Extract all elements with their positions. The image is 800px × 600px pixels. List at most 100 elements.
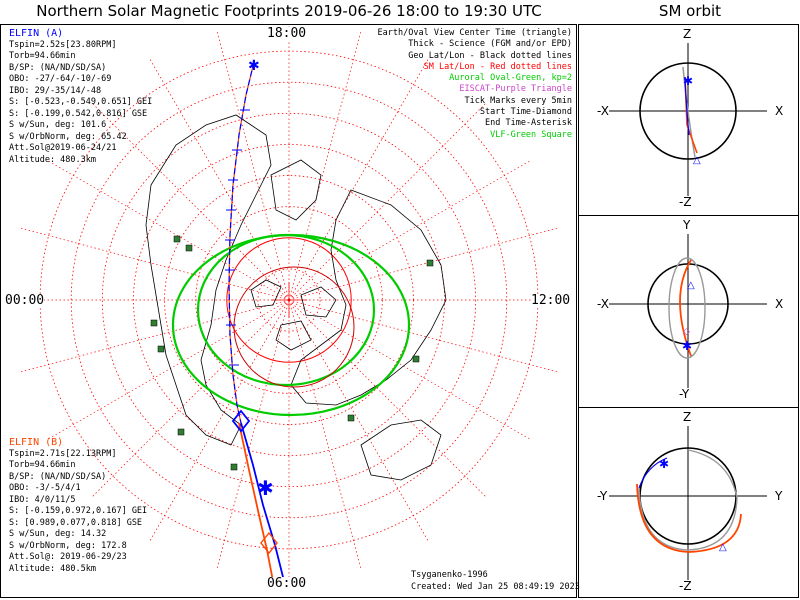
sm-meridian [288, 101, 488, 301]
elfin-a-track-north [228, 61, 255, 424]
elfin-b-line: S: [-0.159,0.972,0.167] GEI [9, 506, 148, 516]
clock-label-left: 00:00 [5, 293, 45, 308]
eurasia-outline [290, 189, 447, 406]
sm-meridian [288, 227, 560, 301]
sm-panel-yz: ✱ △ Z -Z -Y Y [578, 407, 799, 598]
elfin-a-line: S w/Sun, deg: 101.6 [9, 120, 107, 130]
elfin-a-end-asterisk: ✱ [257, 476, 274, 500]
axis-label-top-yz: Z [683, 410, 692, 424]
sm-meridian [90, 101, 290, 301]
sm-meridian [46, 159, 290, 301]
legend-entry: Geo Lat/Lon - Black dotted lines [408, 50, 572, 61]
clock-label-right: 12:00 [531, 293, 571, 308]
elfin-b-track-south [238, 422, 274, 582]
end-asterisk-xz: ✱ [683, 74, 693, 88]
sm-plot-xz: ✱ △ [609, 43, 767, 197]
legend-entry: Start Time-Diamond [479, 107, 572, 118]
axis-label-top-xz: Z [683, 27, 692, 41]
sm-meridian [90, 299, 290, 499]
legend-entry: VLF-Green Square [490, 129, 572, 140]
elfin-a-line: S: [-0.523,-0.549,0.651] GEI [9, 97, 153, 107]
elfin-b-line: Tspin=2.71s[22.13RPM] [9, 448, 117, 459]
elfin-a-start-diamond [231, 409, 251, 433]
end-asterisk-xy: ✱ [682, 339, 692, 353]
sm-meridian [18, 299, 290, 373]
earth-outline [639, 62, 737, 160]
vlf-station-marker [185, 244, 193, 252]
vlf-station-marker [157, 345, 165, 353]
legend-entry: Earth/Oval View Center Time (triangle) [377, 28, 572, 38]
legend-entry: EISCAT-Purple Triangle [459, 84, 572, 95]
start-triangle-xz: △ [693, 155, 701, 166]
sm-meridian [46, 299, 290, 441]
vlf-station-marker [177, 428, 185, 436]
vlf-station-marker [412, 355, 420, 363]
axis-label-left-xy: -X [597, 297, 609, 311]
vlf-station-marker [426, 259, 434, 267]
credits: Tsyganenko-1996 Created: Wed Jan 25 08:4… [411, 570, 580, 593]
sm-lat-circle [70, 81, 508, 519]
elfin-b-line: Att.Sol@: 2019-06-29/23 [9, 552, 127, 562]
legend-entry: Thick - Science (FGM and/or EPD) [408, 39, 572, 50]
legend-entry: SM Lat/Lon - Red dotted lines [423, 61, 572, 72]
legend-entry: Auroral Oval-Green, kp=2 [449, 73, 572, 84]
sm-lat-circle [101, 112, 477, 488]
elfin-b-label: ELFIN (B) [9, 437, 64, 448]
axis-label-right-xz: X [775, 104, 784, 118]
asia-east-outline [360, 419, 442, 481]
elfin-a-line: S w/OrbNorm, deg: 65.42 [9, 131, 127, 142]
elfin-a-line: IBO: 29/-35/14/-48 [9, 85, 102, 96]
sm-meridian [216, 299, 290, 571]
sm-meridian [288, 159, 532, 301]
credits-created: Created: Wed Jan 25 08:49:19 2023 [411, 581, 580, 592]
footprint-map-panel: ✱ ✱ 18:00 00:00 12:00 06:00 ELFIN (A) Tsp… [0, 24, 580, 598]
axis-label-right-xy: X [775, 297, 784, 311]
diamond-xy: ◇ [683, 327, 690, 337]
axis-label-bottom-xy: -Y [679, 387, 690, 401]
elfin-b-line: B/SP: (NA/ND/SD/SA) [9, 471, 107, 482]
track-a-yz [638, 457, 668, 489]
vlf-station-marker [347, 414, 355, 422]
arctic-islands-outline [250, 279, 337, 351]
sm-60deg-ring [233, 266, 355, 388]
legend-entry: End Time-Asterisk [485, 118, 572, 129]
sm-plot-xy: ✱ △ ◇ [609, 234, 767, 388]
elfin-b-start-diamond [260, 531, 278, 555]
elfin-a-line: Tspin=2.52s[23.80RPM] [9, 39, 117, 50]
orbit-a-xy [668, 257, 706, 359]
sm-lat-circle [133, 144, 445, 456]
axis-label-right-yz: Y [775, 489, 783, 503]
elfin-b-line: Torb=94.66min [9, 460, 76, 470]
elfin-a-line: S: [-0.199,0.542,0.816] GSE [9, 108, 148, 119]
sm-meridian [288, 299, 488, 499]
vlf-stations [150, 235, 434, 471]
elfin-a-track-south [240, 422, 285, 582]
elfin-b-line: S: [0.989,0.077,0.818] GSE [9, 517, 143, 528]
elfin-b-line: S w/Sun, deg: 14.32 [9, 529, 107, 539]
elfin-a-line: B/SP: (NA/ND/SD/SA) [9, 62, 107, 73]
elfin-a-line: Att.Sol@2019-06-24/21 [9, 143, 117, 153]
sm-meridian [216, 29, 290, 301]
elfin-a-info: ELFIN (A) Tspin=2.52s[23.80RPM] Torb=94.6… [9, 28, 152, 166]
satellite-tracks: ✱✱ [225, 58, 285, 582]
elfin-b-line: IBO: 4/0/11/5 [9, 494, 76, 505]
main-title: Northern Solar Magnetic Footprints 2019-… [36, 2, 542, 20]
auroral-oval-inner [196, 233, 376, 387]
elfin-a-line: OBO: -27/-64/-10/-69 [9, 74, 112, 84]
elfin-b-line: OBO: -3/-5/4/1 [9, 483, 81, 493]
sm-meridian [288, 29, 362, 301]
orbit-a-yz [638, 449, 738, 551]
start-triangle-xy: △ [687, 280, 695, 291]
sm-meridian [288, 299, 560, 373]
orbit-b-xy [679, 259, 692, 357]
legend-entry: Tick Marks every 5min [464, 95, 572, 106]
elfin-b-details: Tspin=2.71s[22.13RPM] Torb=94.66min B/SP: … [9, 449, 147, 576]
start-triangle-yz: △ [719, 542, 727, 553]
elfin-a-top-asterisk: ✱ [248, 58, 260, 74]
end-asterisk-yz: ✱ [659, 457, 669, 471]
axis-label-left-yz: -Y [597, 489, 608, 503]
auroral-oval-outer [171, 233, 411, 417]
sm-meridian [18, 227, 290, 301]
sm-lat-circle [257, 268, 321, 332]
orbit-b-yz [636, 483, 742, 553]
